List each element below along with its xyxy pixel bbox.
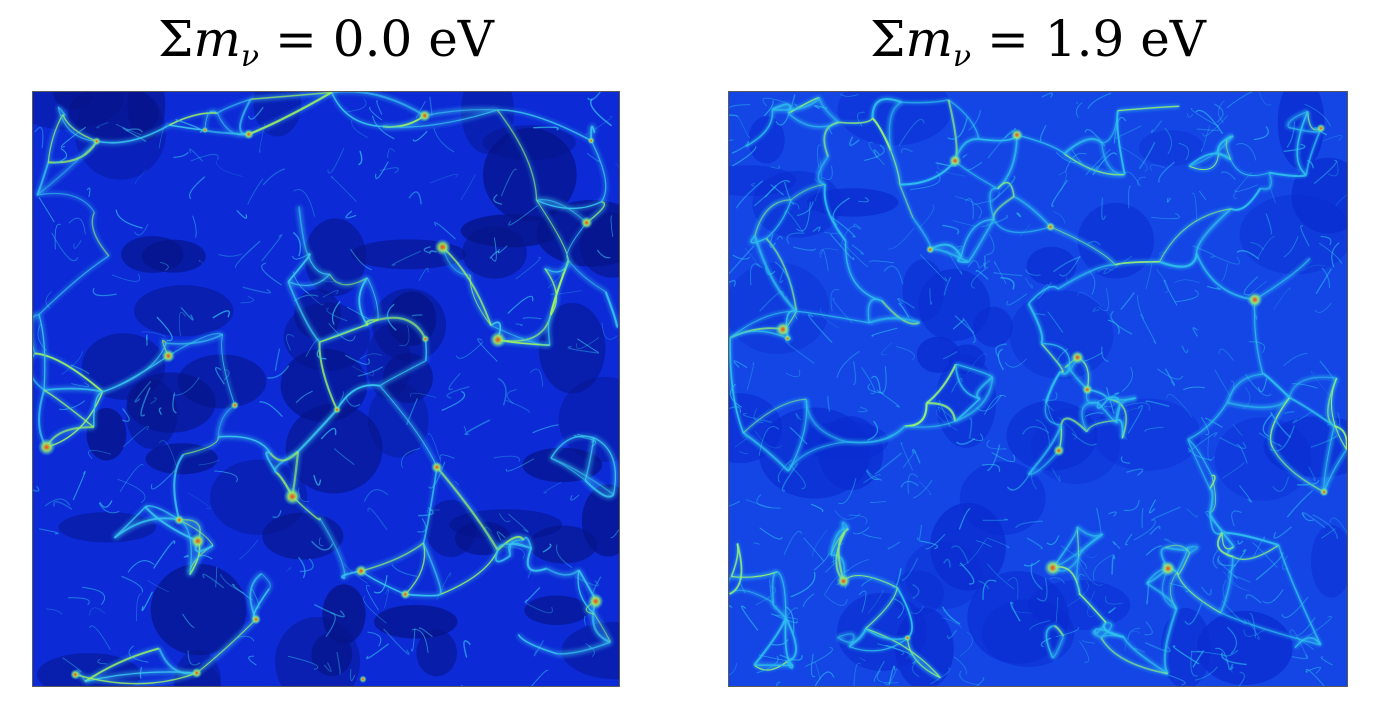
- sum-symbol: Σ: [158, 10, 194, 68]
- nu-subscript: ν: [240, 39, 260, 74]
- mass-variable: m: [905, 10, 953, 68]
- mass-value: 1.9 eV: [1044, 10, 1206, 68]
- right-panel-title: Σmν = 1.9 eV: [728, 6, 1348, 74]
- left-panel-title: Σmν = 0.0 eV: [32, 6, 620, 74]
- nu-subscript: ν: [952, 39, 972, 74]
- density-field-image: [33, 92, 619, 686]
- density-field-image: [729, 92, 1347, 686]
- mass-value: 0.0 eV: [332, 10, 494, 68]
- equals-sign: =: [971, 10, 1045, 68]
- cosmic-web-density-map-massless: [32, 91, 620, 687]
- equals-sign: =: [259, 10, 333, 68]
- mass-variable: m: [193, 10, 241, 68]
- cosmic-web-density-map-massive: [728, 91, 1348, 687]
- sum-symbol: Σ: [870, 10, 906, 68]
